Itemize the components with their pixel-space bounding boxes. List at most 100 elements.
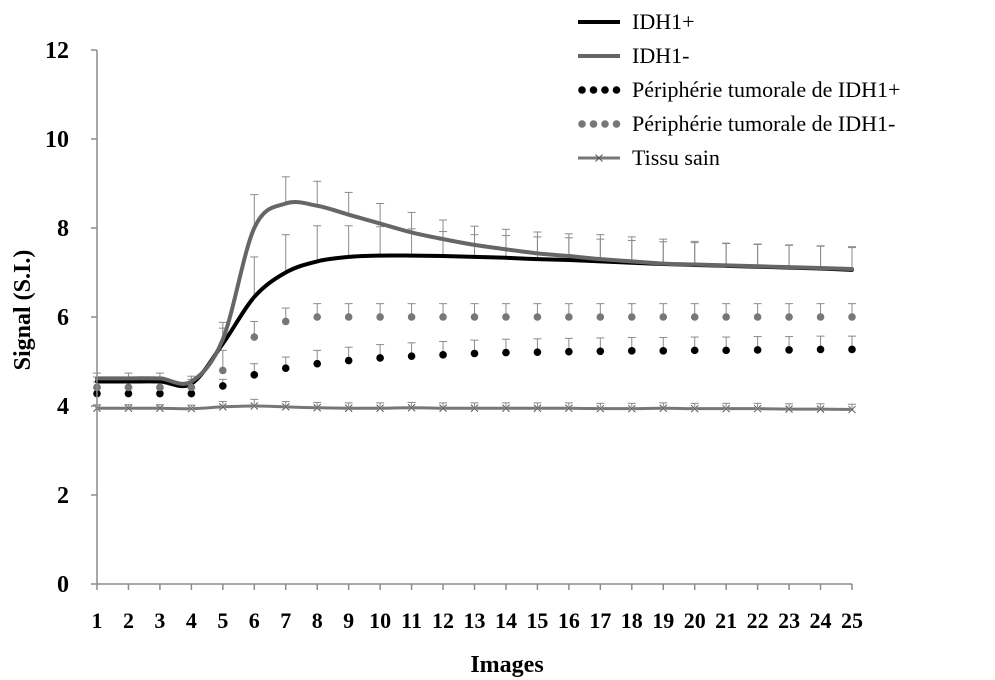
legend-item: IDH1+ [578, 9, 695, 34]
data-point [156, 389, 164, 398]
data-point [565, 313, 573, 321]
legend-swatch [601, 120, 609, 128]
x-tick-label: 23 [778, 608, 800, 633]
x-tick-label: 16 [558, 608, 580, 633]
data-point [659, 347, 668, 355]
data-point [533, 404, 542, 413]
y-tick-label: 4 [57, 394, 69, 420]
data-point [439, 351, 447, 359]
data-point [565, 347, 573, 356]
x-tick-label: 17 [589, 608, 611, 633]
x-tick-label: 6 [249, 608, 260, 633]
legend-label: IDH1- [632, 43, 689, 68]
x-axis-title: Images [470, 652, 543, 678]
y-tick-label: 12 [45, 38, 69, 64]
x-tick-label: 24 [810, 608, 832, 633]
data-point [407, 352, 416, 360]
data-point [785, 346, 793, 354]
y-tick-label: 0 [57, 572, 69, 598]
legend-label: IDH1+ [632, 9, 695, 34]
data-point [376, 313, 384, 321]
legend: IDH1+ IDH1- Périphérie tumorale de IDH1+ Pé… [578, 9, 900, 170]
y-tick-label: 8 [57, 216, 69, 242]
data-point [281, 364, 290, 372]
x-tick-label: 1 [92, 608, 103, 633]
data-point [564, 404, 573, 413]
data-point [753, 313, 762, 321]
data-point [816, 405, 825, 414]
data-point [218, 402, 227, 411]
x-tick-label: 3 [154, 608, 165, 633]
data-point [533, 313, 542, 321]
legend-swatch [612, 120, 621, 128]
data-point [250, 402, 259, 410]
x-tick-label: 18 [621, 608, 643, 633]
data-point [281, 317, 290, 326]
data-point [848, 313, 856, 321]
data-point [501, 404, 510, 413]
legend-label: Périphérie tumorale de IDH1+ [632, 77, 900, 102]
data-point [470, 313, 479, 321]
legend-swatch [612, 86, 621, 94]
legend-swatch [578, 120, 586, 128]
data-point [848, 405, 856, 414]
data-point [156, 383, 164, 392]
data-point [439, 404, 448, 413]
x-tick-label: 12 [432, 608, 454, 633]
x-tick-label: 19 [652, 608, 674, 633]
legend-item: Tissu sain [578, 145, 720, 170]
x-tick-label: 10 [369, 608, 391, 633]
x-tick-label: 22 [747, 608, 769, 633]
legend-label: Périphérie tumorale de IDH1- [632, 111, 895, 136]
x-tick-label: 5 [217, 608, 228, 633]
data-point [187, 383, 196, 392]
data-point [470, 404, 479, 413]
data-point [376, 404, 385, 413]
data-point [502, 313, 510, 321]
x-tick-label: 9 [343, 608, 354, 633]
y-axis-title: Signal (S.I.) [10, 250, 36, 371]
x-tick-label: 20 [684, 608, 706, 633]
legend-item: Périphérie tumorale de IDH1+ [578, 77, 900, 102]
data-point [124, 389, 133, 398]
data-point [376, 354, 384, 362]
data-point [659, 404, 668, 413]
data-point [124, 404, 133, 413]
data-point [533, 348, 542, 356]
data-point [439, 313, 447, 321]
x-tick-label: 2 [123, 608, 134, 633]
series-layer [93, 200, 856, 414]
data-point [627, 404, 636, 413]
data-point [627, 313, 636, 321]
data-point [344, 356, 353, 365]
y-ticks: 0 2 4 6 8 10 12 [45, 38, 97, 598]
data-point [155, 404, 164, 413]
data-point [753, 404, 762, 413]
data-point [596, 313, 605, 321]
data-point [659, 313, 668, 321]
data-point [816, 345, 825, 354]
data-point [250, 371, 259, 379]
data-point [596, 404, 605, 413]
x-tick-label: 14 [495, 608, 517, 633]
data-point [124, 383, 133, 392]
data-point [816, 313, 825, 321]
legend-swatch [589, 120, 598, 128]
data-point [627, 347, 636, 355]
data-point [250, 333, 259, 341]
data-point [785, 405, 794, 414]
x-tick-label: 4 [186, 608, 197, 633]
x-tick-label: 15 [526, 608, 548, 633]
data-point [722, 404, 731, 413]
x-tick-label: 25 [841, 608, 863, 633]
legend-label: Tissu sain [632, 145, 720, 170]
data-point [344, 313, 353, 321]
legend-item: IDH1- [578, 43, 689, 68]
legend-item: Périphérie tumorale de IDH1- [578, 111, 895, 136]
x-tick-label: 7 [280, 608, 291, 633]
data-point [344, 404, 353, 413]
data-point [722, 313, 730, 321]
data-point [407, 403, 416, 412]
data-point [219, 366, 227, 375]
data-point [281, 402, 290, 411]
